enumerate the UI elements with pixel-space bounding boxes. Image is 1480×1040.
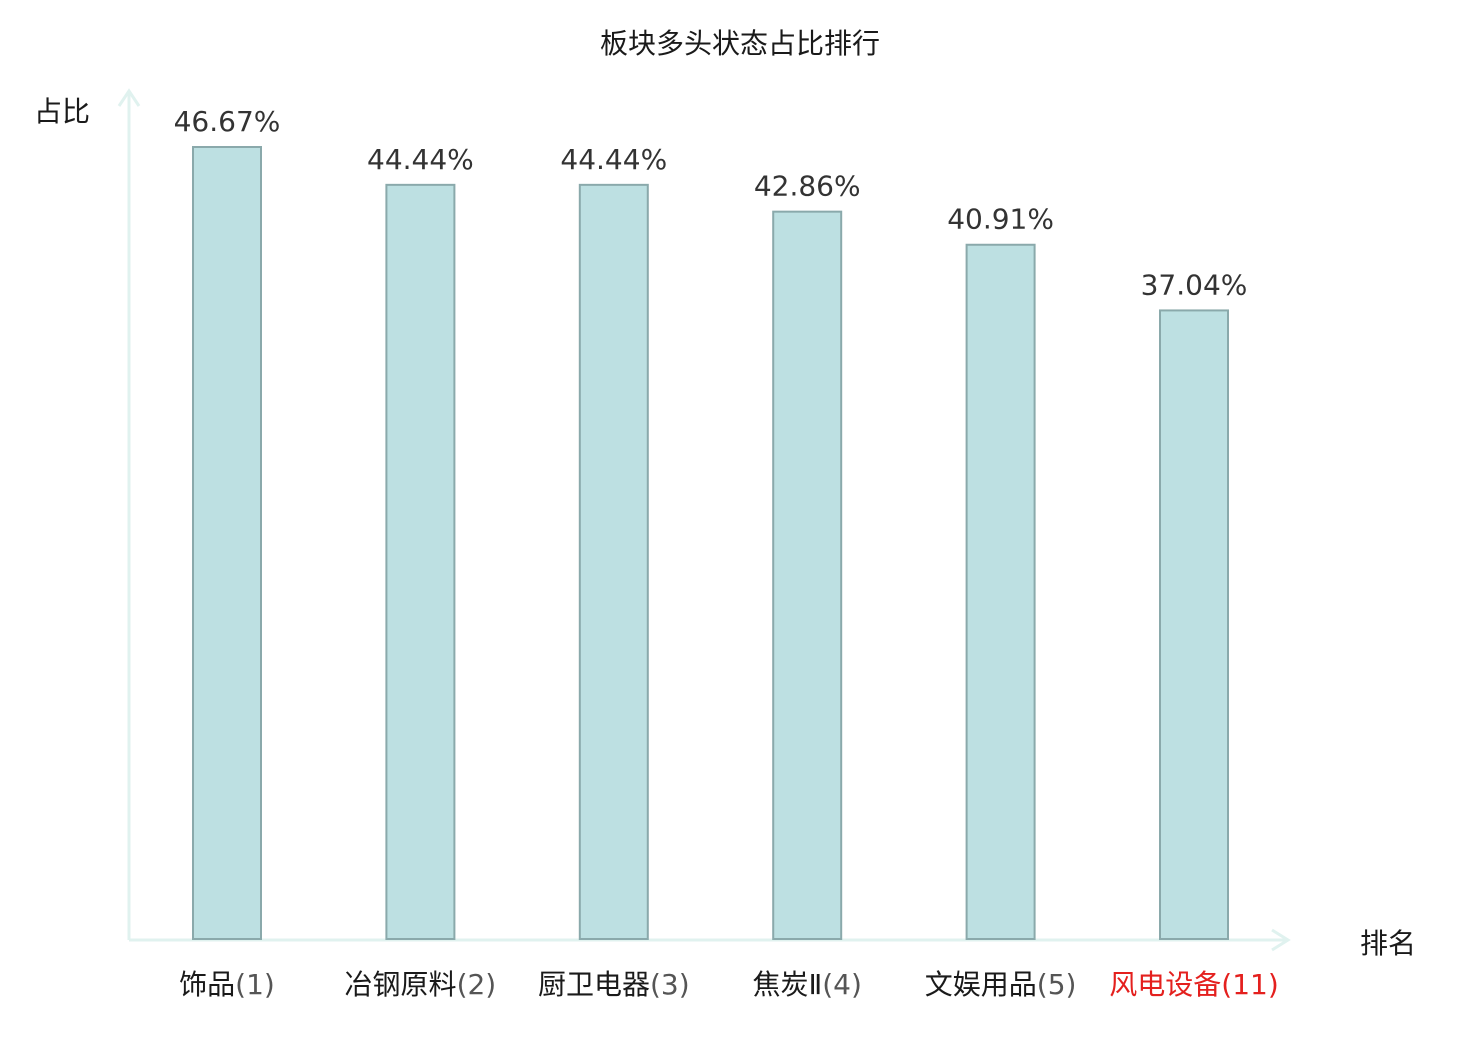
y-axis-arrow [117, 88, 141, 107]
tick-label-5: 文娱用品(5) [925, 968, 1077, 1001]
chart-title: 板块多头状态占比排行 [599, 27, 880, 60]
tick-label-name: 风电设备 [1109, 968, 1221, 1001]
bar-4 [772, 210, 843, 941]
tick-label-rank: (1) [235, 968, 275, 1001]
value-labels: 46.67% 44.44% 44.44% 42.86% 40.91% 37.04% [174, 105, 1248, 301]
tick-label-2: 冶钢原料(2) [345, 968, 497, 1001]
bars [192, 146, 1229, 941]
bar-1 [192, 146, 262, 940]
tick-label-name: 冶钢原料 [345, 968, 457, 1001]
bar-6 [1159, 309, 1229, 941]
data-label-1: 46.67% [174, 105, 281, 138]
y-axis-label: 占比 [34, 95, 91, 128]
tick-label-name: 文娱用品 [925, 968, 1037, 1001]
tick-label-1: 饰品(1) [179, 968, 275, 1001]
data-label-3: 44.44% [560, 143, 667, 176]
tick-label-rank: (5) [1037, 968, 1077, 1001]
data-label-6: 37.04% [1141, 268, 1248, 301]
tick-label-rank: (2) [457, 968, 497, 1001]
tick-label-rank: (11) [1221, 968, 1278, 1001]
tick-label-name: 厨卫电器 [538, 968, 650, 1001]
tick-label-rank: (4) [822, 968, 862, 1001]
bar-3 [578, 183, 649, 941]
tick-label-4: 焦炭Ⅱ(4) [752, 968, 861, 1001]
tick-labels: 饰品(1) 冶钢原料(2) 厨卫电器(3) 焦炭Ⅱ(4) 文娱用品(5) 风电设备(11) [179, 968, 1279, 1001]
x-axis-arrow [1271, 928, 1291, 952]
tick-label-rank: (3) [650, 968, 690, 1001]
tick-label-name: 饰品 [179, 968, 235, 1001]
tick-label-6: 风电设备(11) [1109, 968, 1279, 1001]
x-axis-label: 排名 [1360, 927, 1417, 960]
axes [117, 88, 1291, 952]
data-label-2: 44.44% [367, 143, 474, 176]
tick-label-3: 厨卫电器(3) [538, 968, 690, 1001]
bar-2 [385, 183, 456, 941]
bar-5 [965, 243, 1036, 940]
data-label-5: 40.91% [947, 203, 1054, 236]
tick-label-name: 焦炭Ⅱ [752, 968, 822, 1001]
data-label-4: 42.86% [754, 170, 861, 203]
